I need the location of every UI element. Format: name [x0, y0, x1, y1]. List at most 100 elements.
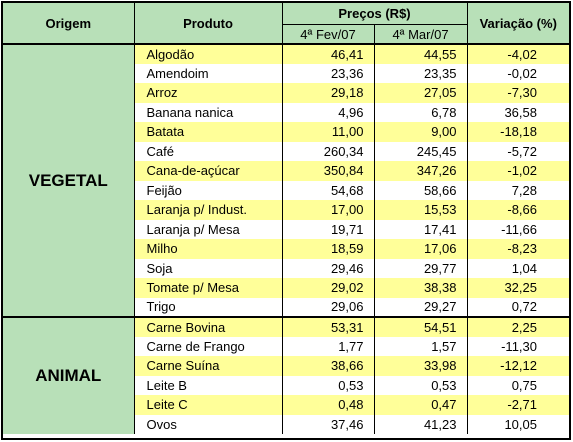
header-variacao: Variação (%) — [467, 3, 569, 45]
product-cell: Carne de Frango — [134, 336, 283, 356]
table-row: Banana nanica 4,96 6,78 36,58 — [3, 102, 569, 122]
price-mar-cell: 33,98 — [374, 356, 468, 376]
price-mar-cell: 54,51 — [374, 317, 468, 337]
variation-cell: -8,66 — [467, 200, 569, 220]
variation-cell: 1,04 — [467, 258, 569, 278]
product-cell: Amendoim — [134, 63, 283, 83]
table-header: Origem Produto Preços (R$) Variação (%) … — [3, 3, 569, 45]
price-fev-cell: 46,41 — [282, 44, 375, 64]
price-fev-cell: 4,96 — [282, 102, 375, 122]
price-fev-cell: 350,84 — [282, 161, 375, 181]
product-cell: Tomate p/ Mesa — [134, 278, 283, 298]
table-row: Feijão 54,68 58,66 7,28 — [3, 180, 569, 200]
product-cell: Carne Suína — [134, 356, 283, 376]
price-mar-cell: 41,23 — [374, 414, 468, 434]
price-fev-cell: 18,59 — [282, 239, 375, 259]
price-fev-cell: 53,31 — [282, 317, 375, 337]
table-row: Trigo 29,06 29,27 0,72 — [3, 297, 569, 318]
price-mar-cell: 347,26 — [374, 161, 468, 181]
origin-vegetal: VEGETAL — [3, 44, 135, 318]
product-cell: Trigo — [134, 297, 283, 318]
price-mar-cell: 44,55 — [374, 44, 468, 64]
variation-cell: -4,02 — [467, 44, 569, 64]
product-cell: Soja — [134, 258, 283, 278]
price-fev-cell: 29,18 — [282, 83, 375, 103]
price-mar-cell: 27,05 — [374, 83, 468, 103]
price-fev-cell: 260,34 — [282, 141, 375, 161]
variation-cell: -0,02 — [467, 63, 569, 83]
price-mar-cell: 17,06 — [374, 239, 468, 259]
table-row: Tomate p/ Mesa 29,02 38,38 32,25 — [3, 278, 569, 298]
price-mar-cell: 58,66 — [374, 180, 468, 200]
price-mar-cell: 38,38 — [374, 278, 468, 298]
variation-cell: 2,25 — [467, 317, 569, 337]
table-row: Soja 29,46 29,77 1,04 — [3, 258, 569, 278]
table-row: Carne de Frango 1,77 1,57 -11,30 — [3, 336, 569, 356]
product-cell: Arroz — [134, 83, 283, 103]
product-cell: Carne Bovina — [134, 317, 283, 337]
product-cell: Banana nanica — [134, 102, 283, 122]
variation-cell: 10,05 — [467, 414, 569, 434]
product-cell: Cana-de-açúcar — [134, 161, 283, 181]
table-row: ANIMAL Carne Bovina 53,31 54,51 2,25 — [3, 317, 569, 434]
product-cell: Algodão — [134, 44, 283, 64]
price-fev-cell: 38,66 — [282, 356, 375, 376]
table-row: Leite B 0,53 0,53 0,75 — [3, 375, 569, 395]
table-row: Cana-de-açúcar 350,84 347,26 -1,02 — [3, 161, 569, 181]
variation-cell: -12,12 — [467, 356, 569, 376]
product-cell: Leite B — [134, 375, 283, 395]
table-row: Amendoim 23,36 23,35 -0,02 — [3, 63, 569, 83]
table-row: Milho 18,59 17,06 -8,23 — [3, 239, 569, 259]
table-row: Leite C 0,48 0,47 -2,71 — [3, 395, 569, 415]
origin-animal: ANIMAL — [3, 317, 135, 434]
variation-cell: -8,23 — [467, 239, 569, 259]
price-mar-cell: 29,77 — [374, 258, 468, 278]
variation-cell: -7,30 — [467, 83, 569, 103]
price-fev-cell: 17,00 — [282, 200, 375, 220]
header-produto: Produto — [134, 3, 283, 45]
price-fev-cell: 37,46 — [282, 414, 375, 434]
variation-cell: -5,72 — [467, 141, 569, 161]
variation-cell: -11,30 — [467, 336, 569, 356]
header-precos: Preços (R$) — [282, 3, 468, 25]
variation-cell: 7,28 — [467, 180, 569, 200]
variation-cell: -18,18 — [467, 122, 569, 142]
price-fev-cell: 29,46 — [282, 258, 375, 278]
price-mar-cell: 0,53 — [374, 375, 468, 395]
price-mar-cell: 245,45 — [374, 141, 468, 161]
table-row: Ovos 37,46 41,23 10,05 — [3, 414, 569, 434]
price-mar-cell: 6,78 — [374, 102, 468, 122]
variation-cell: -1,02 — [467, 161, 569, 181]
table-body: VEGETAL Algodão 46,41 44,55 -4,02 Amendoim 23,… — [3, 44, 569, 434]
variation-cell: 32,25 — [467, 278, 569, 298]
table-row: Carne Suína 38,66 33,98 -12,12 — [3, 356, 569, 376]
table-row: Batata 11,00 9,00 -18,18 — [3, 122, 569, 142]
product-cell: Leite C — [134, 395, 283, 415]
header-date-fev: 4ª Fev/07 — [282, 24, 375, 45]
price-fev-cell: 11,00 — [282, 122, 375, 142]
table-row: Arroz 29,18 27,05 -7,30 — [3, 83, 569, 103]
price-mar-cell: 17,41 — [374, 219, 468, 239]
header-date-mar: 4ª Mar/07 — [374, 24, 468, 45]
price-mar-cell: 15,53 — [374, 200, 468, 220]
price-fev-cell: 1,77 — [282, 336, 375, 356]
variation-cell: 0,72 — [467, 297, 569, 318]
price-fev-cell: 0,53 — [282, 375, 375, 395]
table-row: Laranja p/ Mesa 19,71 17,41 -11,66 — [3, 219, 569, 239]
variation-cell: -11,66 — [467, 219, 569, 239]
price-fev-cell: 54,68 — [282, 180, 375, 200]
price-mar-cell: 0,47 — [374, 395, 468, 415]
price-fev-cell: 29,06 — [282, 297, 375, 318]
variation-cell: 36,58 — [467, 102, 569, 122]
price-fev-cell: 19,71 — [282, 219, 375, 239]
price-mar-cell: 23,35 — [374, 63, 468, 83]
product-cell: Laranja p/ Indust. — [134, 200, 283, 220]
price-fev-cell: 29,02 — [282, 278, 375, 298]
price-fev-cell: 0,48 — [282, 395, 375, 415]
variation-cell: 0,75 — [467, 375, 569, 395]
price-mar-cell: 29,27 — [374, 297, 468, 318]
product-cell: Batata — [134, 122, 283, 142]
product-cell: Milho — [134, 239, 283, 259]
table-row: Café 260,34 245,45 -5,72 — [3, 141, 569, 161]
